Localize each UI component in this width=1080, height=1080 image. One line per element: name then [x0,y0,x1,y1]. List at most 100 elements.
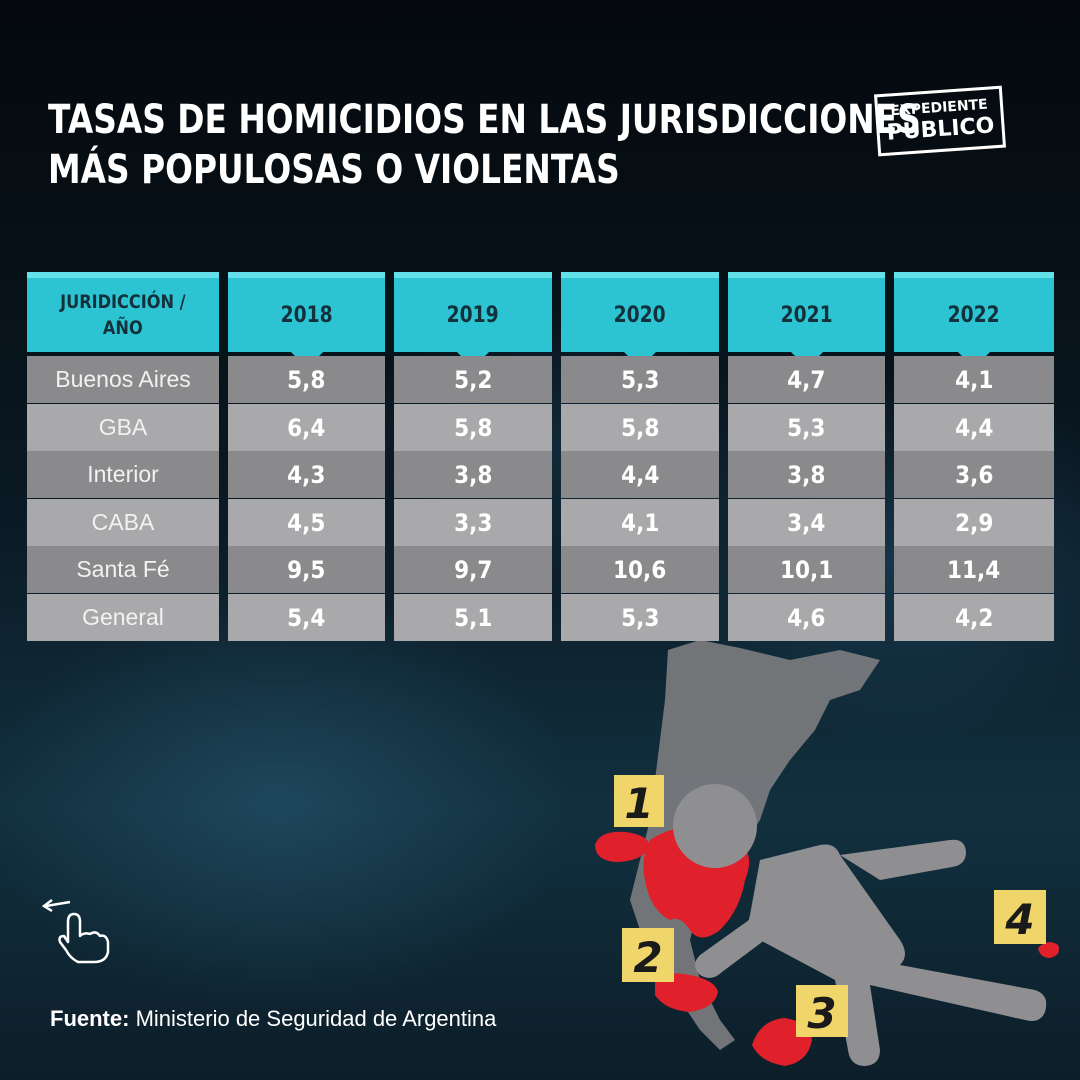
row-label: CABA [27,499,219,546]
row-label: Buenos Aires [27,356,219,403]
table-cell-text: 4,4 [620,460,660,489]
table-cell-text: 5,3 [620,603,660,632]
row-label-text: CABA [91,509,155,535]
table-cell: 5,8 [394,404,552,451]
table-cell-text: 5,1 [453,603,493,632]
table-cell: 4,1 [894,356,1054,403]
table-cell-text: 10,6 [613,555,667,584]
table-cell-text: 4,5 [287,508,326,537]
table-cell-text: 3,6 [954,460,994,489]
table-cell: 3,4 [728,499,885,546]
table-cell: 2,9 [894,499,1054,546]
table-cell: 11,4 [894,546,1054,593]
source-label: Fuente: [50,1006,130,1031]
header-year-2019-text: 2019 [446,302,500,328]
table-cell-text: 3,8 [453,460,493,489]
header-year-2022: 2022 [894,272,1054,368]
table-cell: 3,6 [894,451,1054,498]
table-cell: 4,7 [728,356,885,403]
header-year-2020-text: 2020 [613,302,667,328]
table-cell-text: 4,1 [620,508,660,537]
title-line-2: MÁS POPULOSAS O VIOLENTAS [48,147,620,193]
table-cell: 4,4 [894,404,1054,451]
table-cell-text: 5,3 [620,365,660,394]
header-jurisdiction-text: JURIDICCIÓN / AÑO [60,291,186,339]
swipe-hand-icon[interactable] [40,892,110,964]
table-cell: 10,6 [561,546,719,593]
table-cell: 5,3 [561,356,719,403]
row-label-text: Interior [87,461,159,487]
table-cell-text: 5,8 [620,413,660,442]
table-cell: 9,7 [394,546,552,593]
table-cell-text: 11,4 [947,555,1001,584]
header-year-2018-text: 2018 [280,302,333,328]
table-cell: 4,1 [561,499,719,546]
table-cell-text: 9,5 [287,555,326,584]
row-label-text: General [82,604,164,630]
header-jurisdiction: JURIDICCIÓN / AÑO [27,272,219,352]
row-label-text: Buenos Aires [55,366,191,392]
marker-2-label: 2 [633,933,662,982]
table-cell: 4,2 [894,594,1054,641]
table-cell-text: 6,4 [287,413,326,442]
evidence-marker-4: 4 [994,890,1046,944]
table-cell-text: 5,3 [787,413,826,442]
row-label: GBA [27,404,219,451]
blood-pool-2 [655,973,718,1012]
row-label-text: Santa Fé [76,556,170,582]
table-cell: 5,3 [728,404,885,451]
table-cell: 5,4 [228,594,385,641]
table-cell-text: 4,4 [954,413,994,442]
table-cell: 6,4 [228,404,385,451]
blood-pool-4 [1038,942,1059,958]
table-cell: 4,4 [561,451,719,498]
table-cell: 5,8 [561,404,719,451]
header-year-2019: 2019 [394,272,552,368]
table-cell-text: 3,8 [787,460,826,489]
table-cell: 10,1 [728,546,885,593]
argentina-map-silhouette [630,640,880,1050]
table-cell: 5,1 [394,594,552,641]
table-cell-text: 3,3 [453,508,493,537]
table-cell: 3,3 [394,499,552,546]
header-year-2022-text: 2022 [947,302,1001,328]
blood-pool-1 [595,831,650,862]
marker-1-label: 1 [624,779,653,828]
table-cell-text: 5,2 [453,365,493,394]
table-cell-text: 9,7 [453,555,493,584]
table-cell-text: 4,3 [287,460,326,489]
table-cell-text: 4,2 [954,603,994,632]
header-year-2020: 2020 [561,272,719,368]
table-cell-text: 2,9 [954,508,994,537]
table-cell-text: 4,6 [787,603,826,632]
table-cell-text: 3,4 [787,508,826,537]
table-cell: 5,8 [228,356,385,403]
table-cell: 4,5 [228,499,385,546]
header-year-2021-text: 2021 [780,302,833,328]
table-cell: 9,5 [228,546,385,593]
source-note: Fuente: Ministerio de Seguridad de Argen… [50,1006,496,1032]
evidence-marker-1: 1 [614,775,664,828]
table-cell: 3,8 [728,451,885,498]
row-label: Santa Fé [27,546,219,593]
row-label: Interior [27,451,219,498]
marker-3-label: 3 [807,989,836,1038]
evidence-marker-2: 2 [622,928,674,982]
header-year-2018: 2018 [228,272,385,368]
table-cell-text: 5,8 [287,365,326,394]
table-cell: 3,8 [394,451,552,498]
table-cell-text: 10,1 [779,555,834,584]
source-text: Ministerio de Seguridad de Argentina [135,1006,497,1031]
table-cell-text: 5,4 [287,603,326,632]
table-cell: 5,3 [561,594,719,641]
marker-4-label: 4 [1004,895,1034,944]
table-cell-text: 4,1 [954,365,994,394]
body-outline [673,784,1047,1066]
table-cell: 4,6 [728,594,885,641]
row-label: General [27,594,219,641]
table-cell-text: 5,8 [453,413,493,442]
table-cell: 5,2 [394,356,552,403]
table-cell: 4,3 [228,451,385,498]
